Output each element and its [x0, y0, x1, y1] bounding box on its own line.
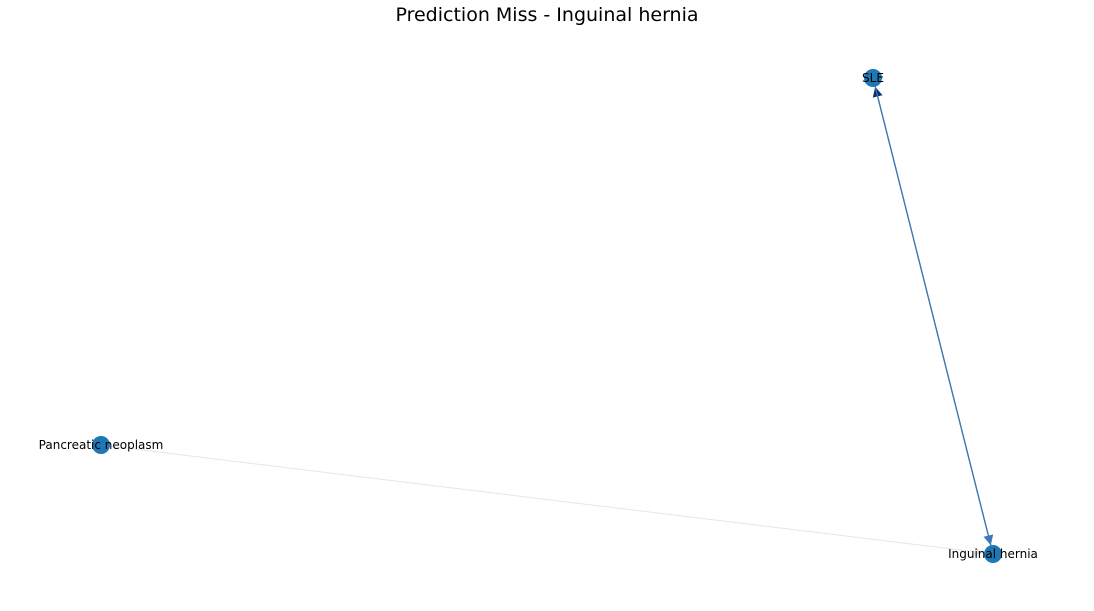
- node-label-inguinal: Inguinal hernia: [948, 547, 1038, 561]
- node-circle-inguinal: [984, 545, 1002, 563]
- node-label-pancreatic: Pancreatic neoplasm: [39, 438, 164, 452]
- diagram-title: Prediction Miss - Inguinal hernia: [395, 4, 699, 26]
- nodes-layer: SLE Pancreatic neoplasm Inguinal hernia: [39, 69, 1038, 563]
- node-sle: SLE: [862, 69, 884, 87]
- node-label-sle: SLE: [862, 71, 884, 85]
- node-circle-pancreatic: [92, 436, 110, 454]
- node-inguinal: Inguinal hernia: [948, 545, 1038, 563]
- edge-pancreatic-to-inguinal: [109, 445, 985, 557]
- node-circle-sle: [864, 69, 882, 87]
- node-pancreatic: Pancreatic neoplasm: [39, 436, 164, 454]
- edge-sle-to-inguinal: [874, 86, 994, 546]
- edges-layer: [109, 86, 994, 557]
